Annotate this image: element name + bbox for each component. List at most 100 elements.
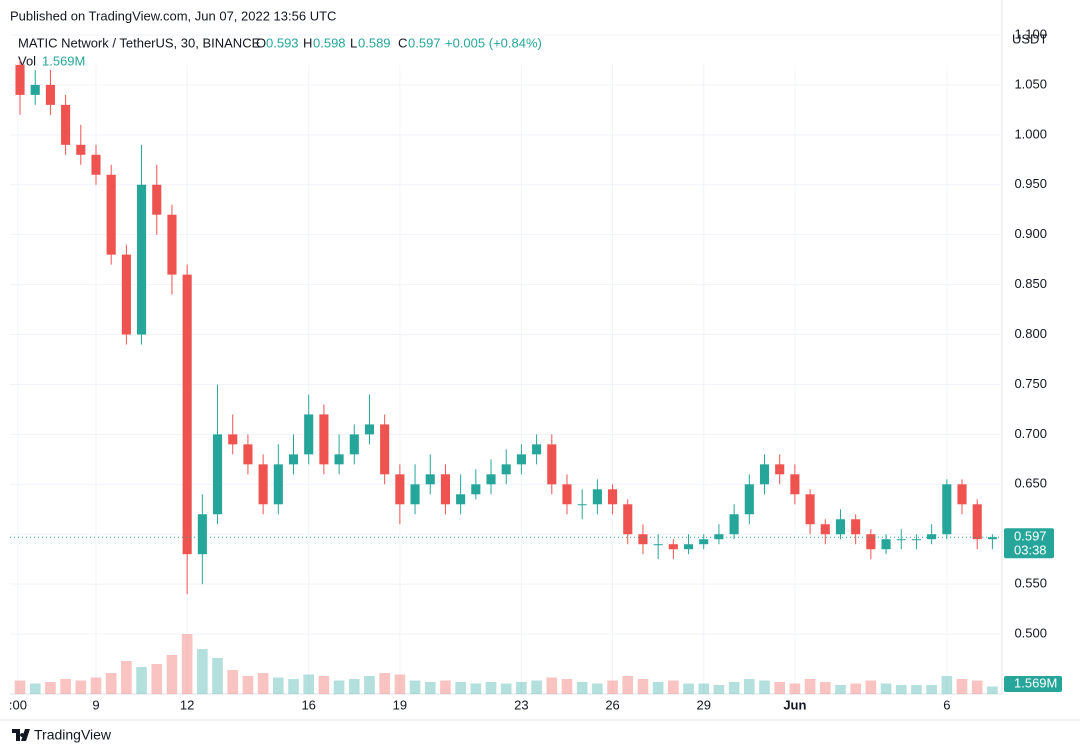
- candle-body: [775, 464, 785, 475]
- volume-bar: [941, 676, 953, 694]
- candle-body: [364, 424, 375, 435]
- candle-body: [486, 474, 496, 485]
- candle-body: [942, 484, 952, 535]
- candle-body: [790, 474, 800, 495]
- candle-body: [334, 454, 344, 465]
- volume-bar: [394, 674, 406, 694]
- volume-bar: [652, 682, 664, 694]
- volume-bar: [14, 680, 26, 694]
- y-tick-label: 1.050: [1014, 76, 1047, 91]
- candle-body: [896, 539, 906, 541]
- volume-bar: [212, 658, 223, 694]
- candle-body: [425, 474, 435, 485]
- volume-bar: [227, 670, 239, 694]
- candle-body: [547, 444, 557, 485]
- volume-bar: [424, 682, 436, 694]
- volume-bar: [728, 682, 740, 694]
- volume-bar: [303, 674, 315, 694]
- y-tick-label: 0.900: [1014, 226, 1047, 241]
- volume-bar: [865, 680, 877, 694]
- x-tick-label: 9: [92, 697, 99, 712]
- candle-body: [243, 444, 253, 465]
- candle-body: [881, 539, 891, 550]
- volume-bar: [743, 679, 755, 694]
- volume-bar: [880, 683, 892, 694]
- candle-body: [501, 464, 511, 475]
- candle-body: [288, 454, 299, 465]
- legend-h-value: 0.598: [313, 35, 346, 50]
- candle-body: [699, 539, 709, 545]
- volume-bar: [500, 683, 512, 694]
- candle-body: [380, 424, 390, 475]
- candle-body: [121, 254, 131, 335]
- candle-body: [759, 464, 770, 485]
- y-tick-label: 1.100: [1014, 26, 1047, 41]
- legend-vol-label: Vol: [18, 53, 36, 68]
- volume-bar: [455, 682, 466, 694]
- volume-bar: [850, 683, 861, 694]
- volume-bar: [318, 676, 330, 694]
- candle-body: [577, 504, 587, 506]
- volume-bar: [819, 682, 831, 694]
- candle-body: [608, 489, 618, 505]
- volume-bar: [379, 673, 390, 694]
- candle-body: [911, 539, 921, 541]
- volume-bar: [166, 655, 178, 694]
- candle-body: [744, 484, 754, 515]
- volume-bar: [971, 680, 983, 694]
- candle-body: [228, 434, 238, 445]
- volume-bar: [759, 680, 770, 694]
- legend-change: +0.005 (+0.84%): [445, 35, 542, 50]
- candle-body: [683, 544, 694, 550]
- x-tick-label: 6: [943, 697, 950, 712]
- legend-o-value: 0.593: [266, 35, 299, 50]
- candle-body: [76, 144, 86, 155]
- legend-l-label: L: [350, 35, 357, 50]
- candle-body: [516, 454, 526, 465]
- candle-body: [304, 414, 314, 455]
- volume-bar: [789, 683, 801, 694]
- volume-bar: [926, 685, 937, 694]
- candle-body: [653, 544, 663, 546]
- x-tick-label: 26: [605, 697, 619, 712]
- volume-bar: [288, 679, 299, 694]
- candle-body: [349, 434, 359, 455]
- candle-body: [820, 524, 830, 535]
- x-tick-label: 29: [696, 697, 710, 712]
- price-tag-value: 0.597: [1014, 529, 1047, 544]
- candle-body: [61, 104, 71, 145]
- x-tick-label: 23: [514, 697, 528, 712]
- x-tick-label: Jun: [783, 697, 806, 712]
- legend-l-value: 0.589: [358, 35, 391, 50]
- legend-h-label: H: [303, 35, 312, 50]
- volume-bar: [516, 682, 527, 694]
- volume-bar: [485, 682, 497, 694]
- volume-bar: [576, 682, 588, 694]
- volume-bar: [956, 679, 968, 694]
- candle-body: [532, 444, 542, 455]
- volume-bar: [242, 676, 254, 694]
- y-tick-label: 0.750: [1014, 376, 1047, 391]
- volume-bar: [774, 682, 786, 694]
- published: Published on TradingView.com, Jun 07, 20…: [10, 8, 336, 23]
- volume-bar: [911, 685, 922, 694]
- legend-symbol: MATIC Network / TetherUS, 30, BINANCE: [18, 35, 261, 50]
- candle-body: [729, 514, 739, 535]
- legend-c-value: 0.597: [408, 35, 441, 50]
- candle-body: [212, 434, 223, 515]
- y-tick-label: 0.500: [1014, 626, 1047, 641]
- volume-bar: [197, 649, 208, 694]
- candle-body: [30, 84, 40, 95]
- volume-bar: [804, 679, 816, 694]
- legend-o-label: O: [256, 35, 266, 50]
- candle-body: [45, 84, 55, 105]
- volume-bar: [333, 680, 345, 694]
- volume-bar: [637, 679, 649, 694]
- candle-body: [182, 274, 192, 555]
- candle-body: [167, 214, 177, 275]
- volume-bar: [622, 676, 634, 694]
- y-tick-label: 0.800: [1014, 326, 1047, 341]
- candle-body: [471, 484, 481, 495]
- candle-body: [638, 534, 648, 545]
- price-tag: [1004, 528, 1054, 559]
